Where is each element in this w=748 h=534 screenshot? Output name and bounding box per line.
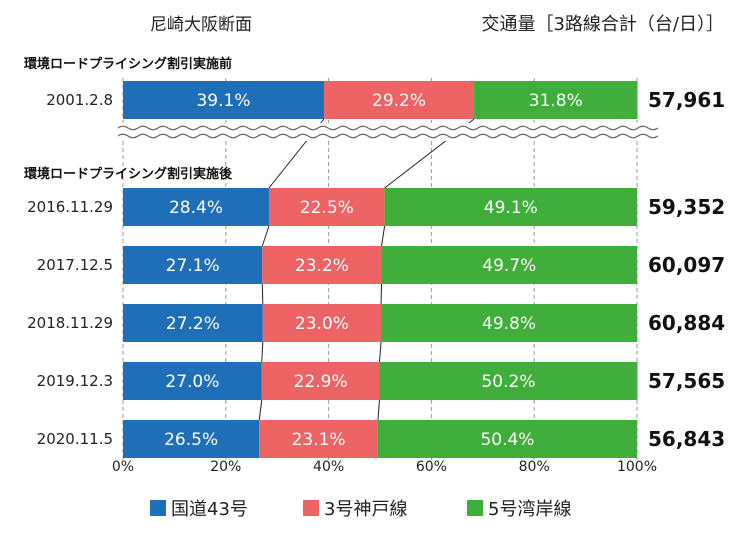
legend-label: 国道43号 bbox=[171, 499, 248, 520]
bar-segment bbox=[259, 420, 378, 458]
legend-swatch bbox=[303, 500, 319, 516]
bar-segment bbox=[323, 81, 475, 119]
segment-value-label: 49.7% bbox=[482, 256, 536, 276]
connector-line bbox=[377, 399, 380, 421]
segment-value-label: 23.1% bbox=[292, 430, 346, 450]
row-total-label: 60,097 bbox=[648, 253, 725, 277]
connector-line bbox=[261, 283, 264, 305]
bar-segment bbox=[377, 420, 637, 458]
segment-value-label: 27.2% bbox=[166, 314, 220, 334]
segment-value-label: 31.8% bbox=[529, 91, 583, 111]
legend-swatch bbox=[150, 500, 166, 516]
legend: 国道43号 3号神戸線 5号湾岸線 bbox=[150, 499, 571, 520]
bar-segment bbox=[474, 81, 638, 119]
segment-value-label: 27.0% bbox=[165, 372, 219, 392]
x-tick-label: 60% bbox=[416, 459, 447, 475]
x-tick-label: 100% bbox=[617, 459, 657, 475]
segment-value-label: 49.1% bbox=[484, 198, 538, 218]
segment-value-label: 26.5% bbox=[164, 430, 218, 450]
chart-title: 尼崎大阪断面 bbox=[150, 15, 252, 35]
row-date-label: 2017.12.5 bbox=[37, 256, 113, 274]
axis-break-wave bbox=[117, 125, 659, 131]
bar-segment bbox=[123, 246, 263, 284]
connector-line bbox=[258, 399, 263, 421]
row-date-label: 2020.11.5 bbox=[37, 430, 113, 448]
x-tick-label: 80% bbox=[519, 459, 550, 475]
row-total-label: 57,961 bbox=[648, 88, 725, 112]
bar-segment bbox=[384, 188, 637, 226]
legend-label: 3号神戸線 bbox=[324, 499, 407, 520]
section-label: 環境ロードプライシング割引実施前 bbox=[24, 56, 232, 72]
bar-segment bbox=[379, 362, 638, 400]
bar-segment bbox=[123, 362, 262, 400]
segment-value-label: 23.0% bbox=[295, 314, 349, 334]
axis-break bbox=[117, 123, 659, 141]
bar-segment bbox=[123, 420, 260, 458]
bar-segment bbox=[123, 81, 324, 119]
bar-segment bbox=[123, 304, 263, 342]
connector-line bbox=[261, 341, 264, 363]
legend-swatch bbox=[467, 500, 483, 516]
segment-value-label: 50.4% bbox=[480, 430, 534, 450]
bar-segment bbox=[262, 246, 382, 284]
segment-value-label: 49.8% bbox=[482, 314, 536, 334]
segment-value-label: 50.2% bbox=[481, 372, 535, 392]
x-tick-label: 40% bbox=[313, 459, 344, 475]
x-tick-label: 20% bbox=[210, 459, 241, 475]
row-total-label: 57,565 bbox=[648, 369, 725, 393]
x-tick-label: 0% bbox=[112, 459, 134, 475]
unit-label: 交通量［3路線合計（台/日）］ bbox=[481, 14, 724, 35]
bars bbox=[123, 81, 638, 458]
row-date-label: 2019.12.3 bbox=[37, 372, 113, 390]
bar-segment bbox=[268, 188, 385, 226]
row-date-label: 2016.11.29 bbox=[27, 198, 113, 216]
bar-segment bbox=[381, 304, 637, 342]
row-date-label: 2018.11.29 bbox=[27, 314, 113, 332]
connector-line bbox=[261, 225, 270, 247]
segment-value-label: 29.2% bbox=[372, 91, 426, 111]
legend-label: 5号湾岸線 bbox=[488, 499, 571, 520]
segment-value-label: 27.1% bbox=[166, 256, 220, 276]
row-total-label: 56,843 bbox=[648, 427, 725, 451]
section-label: 環境ロードプライシング割引実施後 bbox=[24, 166, 233, 182]
segment-value-label: 28.4% bbox=[169, 198, 223, 218]
connector-line bbox=[380, 283, 383, 305]
segment-value-label: 39.1% bbox=[196, 91, 250, 111]
bar-segment bbox=[262, 304, 382, 342]
connector-line bbox=[378, 341, 382, 363]
bar-segment bbox=[261, 362, 380, 400]
connector-line bbox=[381, 225, 386, 247]
segment-value-label: 22.5% bbox=[300, 198, 354, 218]
axis-break-wave bbox=[117, 133, 659, 139]
row-total-label: 59,352 bbox=[648, 195, 725, 219]
labels: 0% 20% 40% 60% 80% 100% 環境ロードプライシング割引実施前環境ロードプ… bbox=[24, 56, 725, 475]
segment-value-label: 22.9% bbox=[294, 372, 348, 392]
row-date-label: 2001.2.8 bbox=[46, 91, 113, 109]
bar-segment bbox=[381, 246, 637, 284]
segment-value-label: 23.2% bbox=[295, 256, 349, 276]
bar-segment bbox=[123, 188, 269, 226]
row-total-label: 60,884 bbox=[648, 311, 725, 335]
